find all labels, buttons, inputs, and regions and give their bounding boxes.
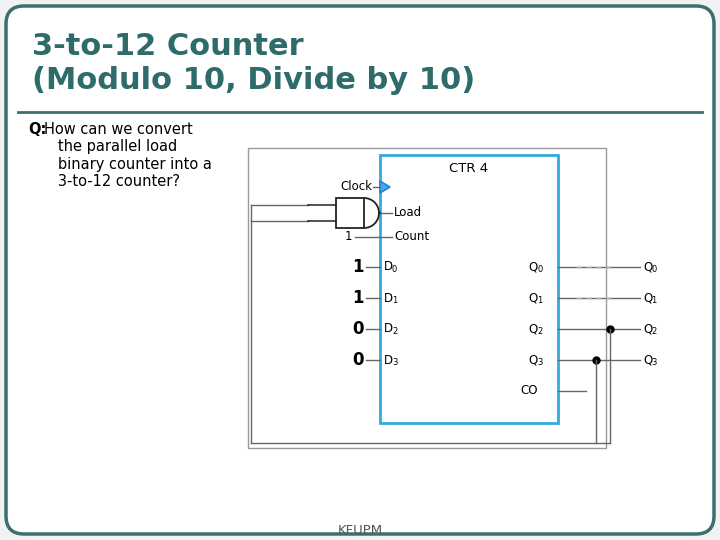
Text: D: D — [384, 260, 393, 273]
Text: 0: 0 — [352, 320, 364, 338]
Text: 0: 0 — [537, 265, 542, 274]
Text: Count: Count — [394, 231, 429, 244]
Bar — [248, 148, 606, 448]
Text: 2: 2 — [651, 327, 656, 336]
Text: 1: 1 — [392, 296, 397, 305]
Text: 3: 3 — [392, 358, 397, 367]
Text: Load: Load — [394, 206, 422, 219]
Text: D: D — [384, 354, 393, 367]
Text: (Modulo 10, Divide by 10): (Modulo 10, Divide by 10) — [32, 66, 475, 95]
Text: 3: 3 — [651, 358, 657, 367]
Text: Q: Q — [643, 354, 652, 367]
Text: 0: 0 — [352, 351, 364, 369]
Text: KFUPM: KFUPM — [338, 523, 382, 537]
Text: 3-to-12 Counter: 3-to-12 Counter — [32, 32, 304, 61]
FancyBboxPatch shape — [6, 6, 714, 534]
Text: CTR 4: CTR 4 — [449, 161, 489, 174]
Polygon shape — [380, 181, 390, 193]
Bar — [336, 198, 364, 228]
Text: Q: Q — [528, 354, 537, 367]
Text: CO: CO — [520, 384, 538, 397]
Bar — [380, 155, 558, 423]
Text: Q: Q — [528, 260, 537, 273]
Text: Q: Q — [528, 292, 537, 305]
Text: 0: 0 — [651, 265, 656, 274]
Text: D: D — [384, 322, 393, 335]
Text: 1: 1 — [352, 258, 364, 276]
Text: Q: Q — [643, 322, 652, 335]
Text: Q: Q — [643, 292, 652, 305]
Text: Q: Q — [528, 322, 537, 335]
Text: 1: 1 — [344, 231, 352, 244]
Text: 2: 2 — [537, 327, 542, 336]
Text: Clock: Clock — [340, 180, 372, 193]
Text: How can we convert
   the parallel load
   binary counter into a
   3-to-12 coun: How can we convert the parallel load bin… — [44, 122, 212, 189]
Text: 2: 2 — [392, 327, 397, 336]
Text: 1: 1 — [537, 296, 542, 305]
Text: Q: Q — [643, 260, 652, 273]
Text: 1: 1 — [651, 296, 656, 305]
Text: Q:: Q: — [28, 122, 46, 137]
Text: D: D — [384, 292, 393, 305]
Text: 1: 1 — [352, 289, 364, 307]
Text: 3: 3 — [537, 358, 542, 367]
Text: 0: 0 — [392, 265, 397, 274]
